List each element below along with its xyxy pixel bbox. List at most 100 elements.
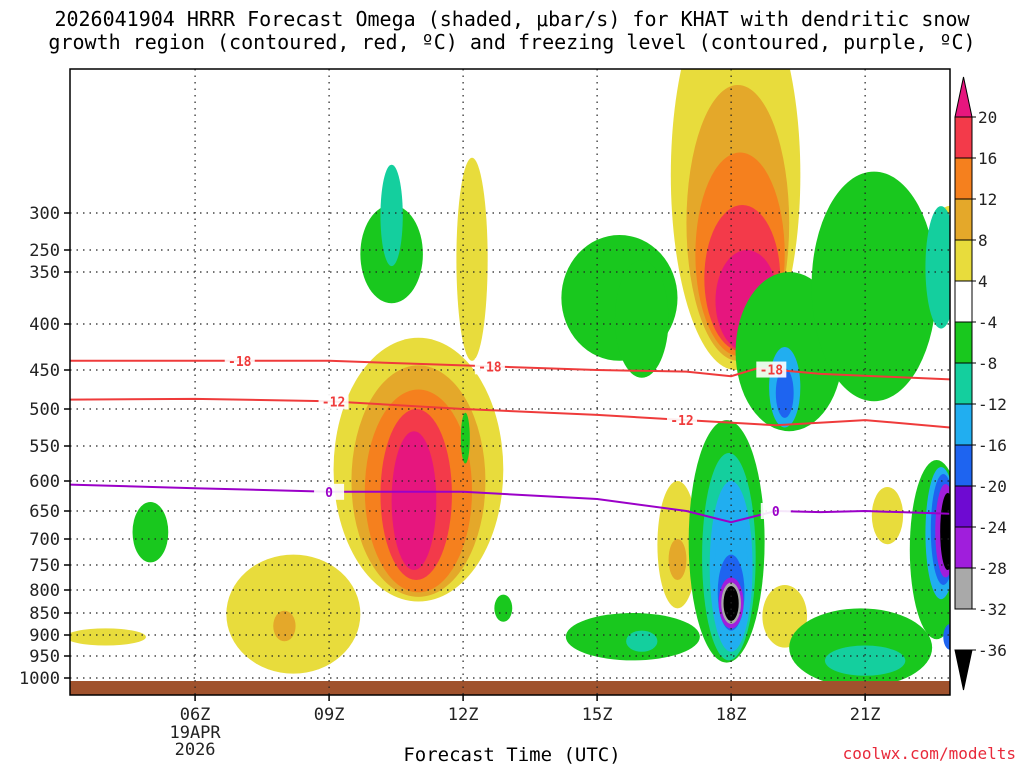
colorbar-bottom-arrow bbox=[954, 649, 973, 691]
y-tick-label-550: 550 bbox=[29, 437, 60, 457]
contour--18 bbox=[70, 359, 950, 381]
contour-label-bg bbox=[318, 393, 349, 410]
omega-region-39 bbox=[811, 171, 937, 402]
ground-surface bbox=[70, 681, 950, 695]
colorbar-label-16: 16 bbox=[978, 149, 997, 168]
colorbar-label--28: -28 bbox=[978, 559, 1007, 578]
colorbar-label--32: -32 bbox=[978, 600, 1007, 619]
y-tick-label-850: 850 bbox=[29, 604, 60, 624]
omega-region-47 bbox=[940, 493, 950, 570]
colorbar-swatch-8 bbox=[954, 403, 973, 446]
omega-region-48 bbox=[943, 624, 950, 650]
omega-region-35 bbox=[626, 630, 658, 652]
colorbar-swatch-4 bbox=[954, 239, 973, 282]
omega-region-13 bbox=[70, 628, 146, 646]
contour-label-bg bbox=[666, 411, 697, 428]
omega-region-36 bbox=[494, 594, 513, 622]
omega-region-10 bbox=[456, 157, 488, 361]
colorbar-swatch-3 bbox=[954, 198, 973, 241]
y-tick-label-900: 900 bbox=[29, 626, 60, 646]
contour-labels: -18 -18 -18 -12 -12 0 0 bbox=[224, 352, 791, 520]
omega-region-4 bbox=[391, 431, 437, 570]
colorbar-label--4: -4 bbox=[978, 313, 997, 332]
omega-region-20 bbox=[380, 164, 403, 267]
plot-frame bbox=[69, 68, 951, 696]
y-tick-label-400: 400 bbox=[29, 315, 60, 335]
x-tick-label-09Z: 09Z bbox=[314, 705, 345, 725]
credit-link[interactable]: coolwx.com/modelts bbox=[842, 744, 1016, 763]
colorbar-label-4: 4 bbox=[978, 272, 988, 291]
contour-label-bg bbox=[760, 503, 791, 519]
x-date-label: 19APR bbox=[169, 723, 221, 743]
omega-region-22 bbox=[614, 260, 669, 378]
omega-region-11 bbox=[226, 554, 361, 674]
colorbar-label-12: 12 bbox=[978, 190, 997, 209]
colorbar-swatch-5 bbox=[954, 280, 973, 323]
colorbar-label--20: -20 bbox=[978, 477, 1007, 496]
colorbar-swatch-12 bbox=[954, 567, 973, 610]
colorbar-label--8: -8 bbox=[978, 354, 997, 373]
contour-label--18: -18 bbox=[228, 355, 252, 370]
y-tick-label-250: 250 bbox=[29, 241, 60, 261]
y-tick-label-950: 950 bbox=[29, 647, 60, 667]
x-tick-label-15Z: 15Z bbox=[582, 705, 613, 725]
contour-label--12: -12 bbox=[322, 395, 345, 410]
contour-label-bg bbox=[756, 361, 787, 378]
y-tick-label-700: 700 bbox=[29, 530, 60, 550]
chart-title: 2026041904 HRRR Forecast Omega (shaded, … bbox=[0, 8, 1024, 54]
x-tick-label-18Z: 18Z bbox=[716, 705, 747, 725]
omega-region-37 bbox=[132, 502, 169, 563]
y-tick-label-450: 450 bbox=[29, 361, 60, 381]
colorbar-swatch-2 bbox=[954, 157, 973, 200]
omega-region-12 bbox=[273, 610, 296, 642]
y-tick-label-600: 600 bbox=[29, 472, 60, 492]
title-line-1: 2026041904 HRRR Forecast Omega (shaded, … bbox=[54, 7, 970, 31]
colorbar-label-20: 20 bbox=[978, 108, 997, 127]
contour-0 bbox=[70, 483, 950, 524]
grid bbox=[70, 69, 950, 695]
contour-label-bg bbox=[314, 483, 345, 500]
colorbar-label--24: -24 bbox=[978, 518, 1007, 537]
x-axis-label: Forecast Time (UTC) bbox=[403, 744, 621, 766]
contour-label-bg bbox=[224, 352, 255, 369]
colorbar-swatch-7 bbox=[954, 362, 973, 405]
colorbar-swatch-10 bbox=[954, 485, 973, 528]
colorbar-swatch-11 bbox=[954, 526, 973, 569]
contour-label-0: 0 bbox=[772, 505, 780, 520]
contour-label--12: -12 bbox=[670, 414, 693, 429]
y-axis: 2503003504004505005506006507007508008509… bbox=[19, 204, 70, 689]
contour--12 bbox=[70, 397, 950, 429]
title-line-2: growth region (contoured, red, ºC) and f… bbox=[48, 30, 976, 54]
colorbar-label-8: 8 bbox=[978, 231, 988, 250]
x-tick-label-06Z: 06Z bbox=[180, 705, 211, 725]
omega-region-15 bbox=[668, 539, 687, 580]
y-tick-label-800: 800 bbox=[29, 581, 60, 601]
y-tick-label-650: 650 bbox=[29, 502, 60, 522]
x-date-label: 2026 bbox=[175, 740, 216, 760]
y-tick-label-750: 750 bbox=[29, 556, 60, 576]
colorbar-swatch-9 bbox=[954, 444, 973, 487]
x-tick-label-21Z: 21Z bbox=[850, 705, 881, 725]
temperature-contours bbox=[70, 359, 950, 524]
omega-region-17 bbox=[871, 486, 904, 545]
colorbar-label--12: -12 bbox=[978, 395, 1007, 414]
colorbar: 20 16 12 8 4 -4 -8 -12 -16 -20 -24 -28 -32 -36 bbox=[954, 76, 1007, 691]
omega-region-40 bbox=[925, 206, 950, 329]
colorbar-swatch-1 bbox=[954, 116, 973, 159]
colorbar-top-arrow bbox=[954, 76, 973, 118]
colorbar-label--36: -36 bbox=[978, 641, 1007, 660]
contour-label-0: 0 bbox=[325, 486, 333, 501]
x-tick-label-12Z: 12Z bbox=[448, 705, 479, 725]
contour-label-bg bbox=[474, 358, 505, 375]
y-tick-label-1000: 1000 bbox=[19, 669, 60, 689]
y-tick-label-500: 500 bbox=[29, 400, 60, 420]
y-tick-label-300: 300 bbox=[29, 204, 60, 224]
colorbar-label--16: -16 bbox=[978, 436, 1007, 455]
colorbar-swatch-6 bbox=[954, 321, 973, 364]
y-tick-label-350: 350 bbox=[29, 263, 60, 283]
contour-label--18: -18 bbox=[478, 360, 502, 375]
omega-region-25 bbox=[775, 368, 794, 418]
contour-label--18: -18 bbox=[760, 364, 784, 379]
